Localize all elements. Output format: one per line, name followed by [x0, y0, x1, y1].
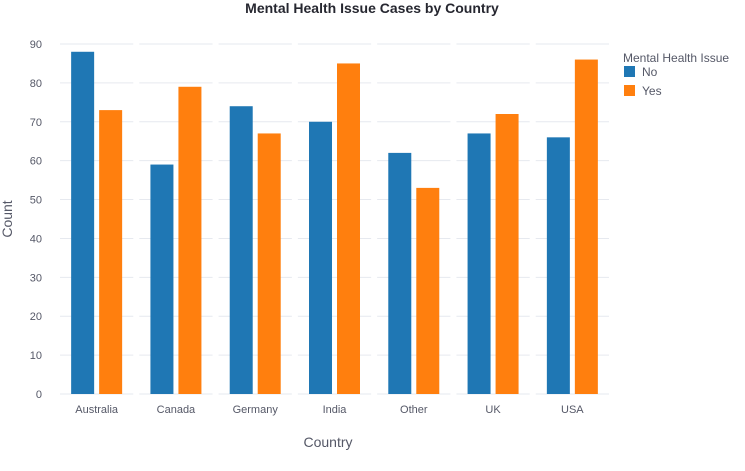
chart-title: Mental Health Issue Cases by Country: [245, 0, 499, 16]
x-tick-label: India: [323, 404, 348, 416]
legend-label-yes: Yes: [642, 84, 662, 98]
bar-yes-uk: [495, 114, 519, 394]
x-tick-label: Australia: [75, 404, 119, 416]
bars: [71, 51, 598, 395]
x-tick-label: USA: [561, 404, 584, 416]
bar-yes-australia: [99, 110, 123, 394]
y-tick-label: 90: [30, 39, 42, 51]
legend: Mental Health Issue No Yes: [623, 51, 729, 98]
x-axis-title: Country: [303, 434, 352, 450]
x-tick-label: Canada: [157, 404, 196, 416]
bar-no-uk: [467, 133, 491, 394]
y-tick-label: 70: [30, 117, 42, 129]
y-tick-label: 10: [30, 350, 42, 362]
bar-no-canada: [150, 164, 174, 394]
bar-no-other: [388, 152, 412, 394]
legend-swatch-yes: [624, 85, 635, 96]
legend-label-no: No: [642, 65, 658, 79]
bar-no-usa: [546, 137, 570, 395]
y-tick-label: 20: [30, 311, 42, 323]
x-tick-label: Other: [400, 404, 428, 416]
legend-swatch-no: [624, 66, 635, 77]
y-tick-label: 40: [30, 233, 42, 245]
x-tick-label: Germany: [233, 404, 279, 416]
bar-no-germany: [229, 106, 253, 394]
bar-yes-india: [337, 63, 360, 394]
x-tick-label: UK: [485, 404, 501, 416]
bar-yes-usa: [574, 59, 598, 395]
y-axis-ticks: 0 10 20 30 40 50 60 70 80 90: [30, 39, 42, 401]
y-tick-label: 0: [36, 389, 42, 401]
y-axis-title: Count: [0, 200, 15, 237]
bar-yes-germany: [257, 133, 281, 394]
y-tick-label: 80: [30, 78, 42, 90]
y-tick-label: 60: [30, 156, 42, 168]
bar-yes-other: [416, 187, 440, 394]
bar-no-australia: [71, 51, 95, 395]
y-tick-label: 50: [30, 195, 42, 207]
bar-no-india: [309, 121, 332, 395]
legend-title: Mental Health Issue: [623, 51, 729, 65]
y-tick-label: 30: [30, 272, 42, 284]
gridlines: [60, 43, 609, 395]
bar-yes-canada: [178, 86, 202, 395]
x-axis-ticks: Australia Canada Germany India Other UK USA: [75, 404, 584, 416]
